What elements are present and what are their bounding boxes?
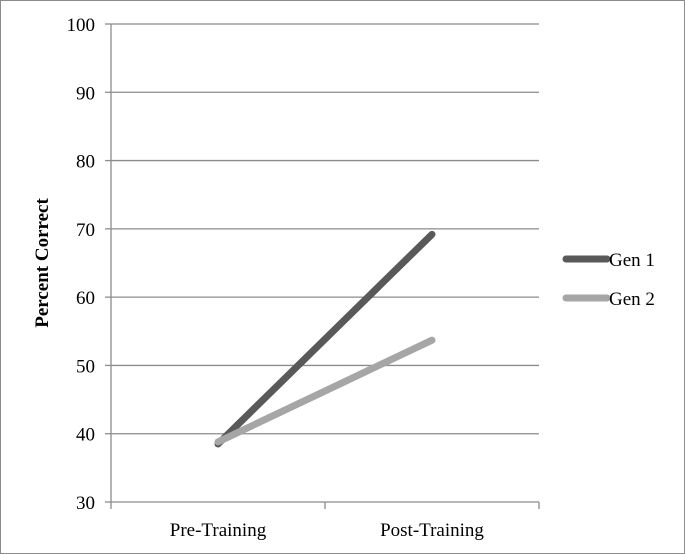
y-tick-label: 60 bbox=[76, 288, 95, 309]
legend-label-1: Gen 1 bbox=[609, 250, 655, 271]
y-tick-label: 70 bbox=[76, 220, 95, 241]
y-tick-label: 90 bbox=[76, 83, 95, 104]
y-tick-label: 80 bbox=[76, 152, 95, 173]
y-axis-title: Percent Correct bbox=[32, 198, 53, 328]
y-tick-label: 40 bbox=[76, 425, 95, 446]
gridlines bbox=[111, 23, 539, 435]
y-tick-labels: 30 40 50 60 70 80 90 100 bbox=[67, 15, 96, 514]
x-tick-labels: Pre-Training Post-Training bbox=[170, 520, 485, 541]
series-line-1 bbox=[214, 230, 436, 448]
legend-label-2: Gen 2 bbox=[609, 289, 655, 310]
legend: Gen 1 Gen 2 bbox=[562, 250, 655, 310]
series-line-2 bbox=[214, 336, 436, 446]
axes bbox=[105, 23, 540, 509]
y-tick-label: 50 bbox=[76, 356, 95, 377]
x-tick-label: Post-Training bbox=[380, 520, 484, 541]
x-tick-label: Pre-Training bbox=[170, 520, 267, 541]
y-tick-label: 100 bbox=[67, 15, 96, 36]
series-lines bbox=[214, 230, 436, 448]
y-tick-label: 30 bbox=[76, 493, 95, 514]
